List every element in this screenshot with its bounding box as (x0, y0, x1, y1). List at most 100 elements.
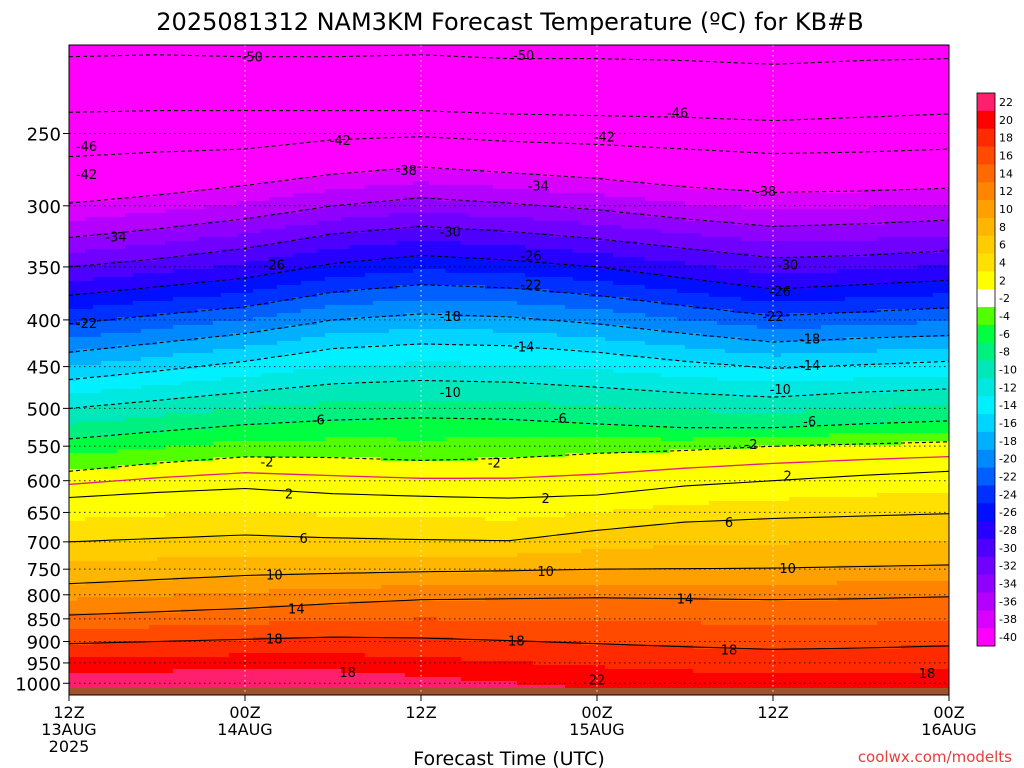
temperature-cell (197, 557, 206, 578)
temperature-cell (853, 209, 862, 226)
temperature-cell (789, 445, 798, 498)
temperature-cell (397, 621, 406, 638)
colorbar-cell (977, 521, 995, 540)
temperature-cell (101, 437, 110, 454)
temperature-cell (685, 221, 694, 234)
temperature-cell (357, 217, 366, 234)
temperature-cell (309, 225, 318, 238)
temperature-cell (573, 265, 582, 282)
temperature-cell (661, 621, 670, 646)
temperature-cell (589, 405, 598, 426)
temperature-cell (157, 193, 166, 214)
temperature-cell (893, 493, 902, 518)
temperature-cell (317, 589, 326, 606)
temperature-cell (941, 45, 949, 190)
temperature-cell (405, 585, 414, 602)
colorbar-cell (977, 628, 995, 647)
temperature-cell (253, 45, 262, 186)
temperature-cell (629, 645, 638, 670)
temperature-cell (125, 345, 134, 362)
temperature-cell (77, 561, 86, 586)
temperature-cell (613, 529, 622, 550)
temperature-cell (149, 417, 158, 434)
temperature-cell (317, 309, 326, 322)
temperature-cell (717, 585, 726, 602)
temperature-cell (797, 397, 806, 414)
temperature-cell (189, 641, 198, 658)
temperature-cell (941, 337, 949, 350)
temperature-cell (205, 609, 214, 626)
temperature-cell (605, 269, 614, 282)
temperature-cell (717, 413, 726, 430)
temperature-cell (157, 537, 166, 558)
temperature-cell (477, 273, 486, 286)
y-tick-label: 950 (27, 654, 61, 675)
temperature-cell (741, 625, 750, 650)
temperature-cell (685, 189, 694, 206)
temperature-cell (773, 317, 782, 330)
temperature-cell (773, 301, 782, 318)
temperature-cell (853, 193, 862, 210)
temperature-cell (749, 365, 758, 382)
temperature-cell (893, 445, 902, 494)
temperature-cell (221, 237, 230, 250)
temperature-cell (685, 377, 694, 394)
temperature-cell (245, 425, 254, 442)
temperature-cell (117, 581, 126, 598)
temperature-cell (805, 585, 814, 602)
temperature-cell (821, 437, 830, 446)
temperature-cell (165, 625, 174, 642)
temperature-cell (405, 45, 414, 170)
temperature-cell (221, 457, 230, 514)
temperature-cell (741, 585, 750, 602)
temperature-cell (445, 273, 454, 286)
temperature-cell (181, 537, 190, 558)
temperature-cell (557, 585, 566, 598)
temperature-cell (621, 197, 630, 214)
temperature-cell (469, 573, 478, 586)
temperature-cell (125, 317, 134, 334)
temperature-cell (149, 385, 158, 402)
temperature-cell (517, 345, 526, 366)
temperature-cell (757, 257, 766, 274)
temperature-cell (381, 585, 390, 602)
temperature-cell (597, 645, 606, 666)
temperature-cell (213, 237, 222, 254)
temperature-cell (877, 433, 886, 446)
temperature-cell (829, 257, 838, 274)
temperature-cell (301, 297, 310, 310)
temperature-cell (773, 445, 782, 502)
temperature-cell (589, 513, 598, 530)
contour-label: 14 (288, 602, 305, 617)
temperature-cell (837, 625, 846, 650)
temperature-cell (677, 249, 686, 262)
temperature-cell (349, 349, 358, 366)
temperature-cell (213, 281, 222, 298)
temperature-cell (653, 373, 662, 394)
temperature-cell (693, 437, 702, 450)
temperature-cell (765, 241, 774, 258)
temperature-cell (389, 229, 398, 246)
temperature-cell (381, 637, 390, 658)
temperature-cell (237, 265, 246, 278)
temperature-cell (925, 349, 934, 362)
temperature-cell (637, 389, 646, 410)
temperature-cell (117, 657, 126, 674)
temperature-cell (589, 437, 598, 454)
temperature-cell (157, 229, 166, 246)
temperature-cell (477, 329, 486, 346)
temperature-cell (925, 441, 934, 494)
temperature-cell (365, 573, 374, 590)
temperature-cell (365, 217, 374, 230)
temperature-cell (221, 293, 230, 310)
temperature-cell (389, 657, 398, 674)
temperature-cell (453, 381, 462, 402)
temperature-cell (533, 641, 542, 666)
temperature-cell (909, 493, 918, 514)
temperature-cell (517, 333, 526, 346)
temperature-cell (693, 569, 702, 586)
temperature-cell (789, 341, 798, 354)
temperature-cell (677, 585, 686, 598)
temperature-cell (933, 205, 942, 222)
temperature-cell (221, 557, 230, 578)
